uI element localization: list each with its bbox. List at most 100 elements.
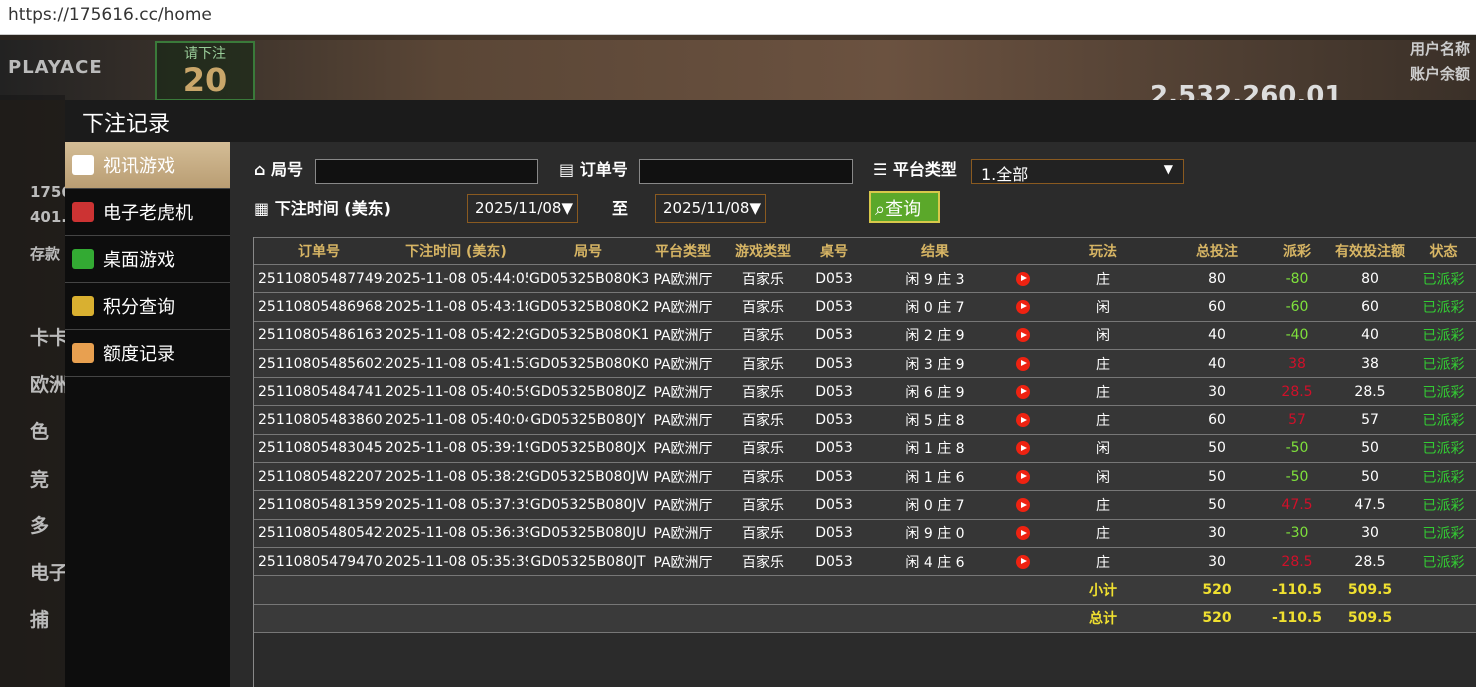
table-cell: 闲 3 庄 9 bbox=[860, 349, 1010, 379]
table-cell: 251108054822075 bbox=[254, 462, 384, 492]
menu-item[interactable]: 积分查询 bbox=[65, 283, 230, 330]
play-icon[interactable] bbox=[1016, 554, 1030, 569]
summary-row: 总计 520 -110.5 509.5 bbox=[254, 604, 1476, 633]
record-table-area: 订单号 下注时间 (美东) 局号 平台类型 游戏类型 桌号 结果 玩法 总投注 派彩 有效投注额 状态… bbox=[253, 237, 1476, 687]
table-cell: 百家乐 bbox=[718, 519, 808, 548]
table-cell: 2025-11-08 05:40:04 bbox=[384, 405, 528, 435]
play-icon[interactable] bbox=[1016, 469, 1030, 484]
header-cell: 派彩 bbox=[1264, 237, 1330, 265]
play-icon[interactable] bbox=[1016, 271, 1030, 286]
table-cell: 47.5 bbox=[1264, 490, 1330, 520]
play-icon[interactable] bbox=[1016, 299, 1030, 314]
table-cell: -40 bbox=[1264, 321, 1330, 350]
round-label: ⌂ 局号 bbox=[254, 160, 304, 179]
table-cell: 30 bbox=[1170, 377, 1264, 407]
table-cell: 百家乐 bbox=[718, 434, 808, 464]
play-icon[interactable] bbox=[1016, 328, 1030, 343]
play-cell bbox=[1010, 321, 1036, 350]
table-cell: 57 bbox=[1264, 405, 1330, 435]
table-cell: 251108054861637 bbox=[254, 321, 384, 350]
menu-item[interactable]: 电子老虎机 bbox=[65, 189, 230, 236]
play-icon[interactable] bbox=[1016, 498, 1030, 513]
table-cell: 庄 bbox=[1036, 405, 1170, 435]
table-cell: PA欧洲厅 bbox=[648, 377, 718, 407]
table-cell: 251108054805424 bbox=[254, 519, 384, 548]
menu-icon bbox=[72, 155, 94, 175]
url-bar[interactable]: https://175616.cc/home bbox=[0, 0, 1476, 35]
table-cell: D053 bbox=[808, 490, 860, 520]
empty-cell bbox=[718, 575, 808, 605]
table-cell: 百家乐 bbox=[718, 405, 808, 435]
search-button[interactable]: ⌕查询 bbox=[869, 191, 940, 223]
table-cell: 2025-11-08 05:44:05 bbox=[384, 264, 528, 294]
play-cell bbox=[1010, 349, 1036, 379]
play-cell bbox=[1010, 264, 1036, 294]
table-cell: PA欧洲厅 bbox=[648, 462, 718, 492]
table-cell: D053 bbox=[808, 405, 860, 435]
table-cell: D053 bbox=[808, 547, 860, 577]
table-cell: 38 bbox=[1330, 349, 1410, 379]
table-cell: 2025-11-08 05:41:53 bbox=[384, 349, 528, 379]
summary-row: 小计 520 -110.5 509.5 bbox=[254, 575, 1476, 605]
select-value: 1.全部 bbox=[981, 165, 1029, 184]
table-row: 251108054838603 2025-11-08 05:40:04 GD0532… bbox=[254, 405, 1476, 435]
menu-label: 视讯游戏 bbox=[103, 156, 175, 177]
table-cell: D053 bbox=[808, 349, 860, 379]
date-to[interactable]: 2025/11/08▼ bbox=[655, 194, 766, 223]
header-row: 订单号 下注时间 (美东) 局号 平台类型 游戏类型 桌号 结果 玩法 总投注 派彩 有效投注额 状态 bbox=[254, 237, 1476, 265]
table-cell: 60 bbox=[1170, 292, 1264, 322]
table-cell: 闲 1 庄 6 bbox=[860, 462, 1010, 492]
menu-item[interactable]: 额度记录 bbox=[65, 330, 230, 377]
bet-record-dialog: 下注记录 视讯游戏 电子老虎机 桌面游戏 积分查询 额度记录 ⌂ 局号 ▤ 订单号 ☰ … bbox=[65, 100, 1476, 687]
empty-cell bbox=[1010, 604, 1036, 633]
logo: PLAYACE bbox=[8, 57, 103, 78]
side-text: 竞 bbox=[30, 469, 50, 491]
table-cell: 庄 bbox=[1036, 490, 1170, 520]
order-input[interactable] bbox=[639, 159, 853, 184]
user-label: 用户名称 bbox=[1410, 40, 1471, 58]
empty-cell bbox=[860, 575, 1010, 605]
empty-cell bbox=[718, 604, 808, 633]
table-cell: PA欧洲厅 bbox=[648, 434, 718, 464]
play-icon[interactable] bbox=[1016, 441, 1030, 456]
play-icon[interactable] bbox=[1016, 356, 1030, 371]
round-input[interactable] bbox=[315, 159, 538, 184]
table-cell: GD05325B080K0 bbox=[528, 349, 648, 379]
menu-icon bbox=[72, 249, 94, 269]
table-cell: 庄 bbox=[1036, 264, 1170, 294]
empty-cell bbox=[528, 604, 648, 633]
play-cell bbox=[1010, 462, 1036, 492]
menu-label: 额度记录 bbox=[103, 344, 175, 365]
play-icon[interactable] bbox=[1016, 384, 1030, 399]
table-cell: 百家乐 bbox=[718, 349, 808, 379]
table-cell: GD05325B080JU bbox=[528, 519, 648, 548]
summary-payout: -110.5 bbox=[1264, 604, 1330, 633]
header-cell: 有效投注额 bbox=[1330, 237, 1410, 265]
table-cell: GD05325B080JX bbox=[528, 434, 648, 464]
summary-payout: -110.5 bbox=[1264, 575, 1330, 605]
menu-item[interactable]: 桌面游戏 bbox=[65, 236, 230, 283]
table-cell: D053 bbox=[808, 321, 860, 350]
table-cell: 闲 bbox=[1036, 434, 1170, 464]
date-from[interactable]: 2025/11/08▼ bbox=[467, 194, 578, 223]
side-panel bbox=[0, 95, 65, 687]
table-cell: -50 bbox=[1264, 462, 1330, 492]
table-cell: 百家乐 bbox=[718, 292, 808, 322]
record-table: 订单号 下注时间 (美东) 局号 平台类型 游戏类型 桌号 结果 玩法 总投注 派彩 有效投注额 状态… bbox=[254, 237, 1476, 633]
table-body: 251108054877494 2025-11-08 05:44:05 GD0532… bbox=[254, 264, 1476, 633]
label-text: 平台类型 bbox=[892, 160, 957, 179]
table-cell: 庄 bbox=[1036, 349, 1170, 379]
play-icon[interactable] bbox=[1016, 526, 1030, 541]
play-cell bbox=[1010, 547, 1036, 577]
platform-select[interactable]: 1.全部 ▼ bbox=[971, 159, 1184, 184]
table-cell: 2025-11-08 05:36:39 bbox=[384, 519, 528, 548]
table-cell: -80 bbox=[1264, 264, 1330, 294]
table-cell: 251108054856024 bbox=[254, 349, 384, 379]
table-cell: 28.5 bbox=[1330, 377, 1410, 407]
table-cell: 28.5 bbox=[1264, 547, 1330, 577]
play-icon[interactable] bbox=[1016, 413, 1030, 428]
menu-item[interactable]: 视讯游戏 bbox=[65, 142, 230, 189]
table-row: 251108054856024 2025-11-08 05:41:53 GD0532… bbox=[254, 349, 1476, 379]
table-cell: 闲 0 庄 7 bbox=[860, 292, 1010, 322]
menu-icon bbox=[72, 202, 94, 222]
